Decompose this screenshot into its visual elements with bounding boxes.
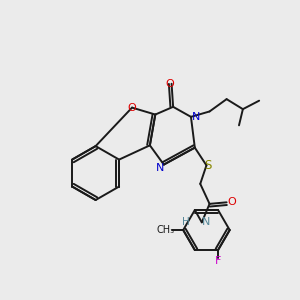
Text: CH₃: CH₃ [156,225,174,235]
Text: O: O [227,197,236,207]
Text: O: O [128,103,136,112]
Text: O: O [166,79,174,89]
Text: N: N [202,217,211,227]
Text: N: N [191,112,200,122]
Text: H: H [182,217,189,227]
Text: S: S [204,159,212,172]
Text: F: F [215,256,221,266]
Text: N: N [156,163,164,173]
